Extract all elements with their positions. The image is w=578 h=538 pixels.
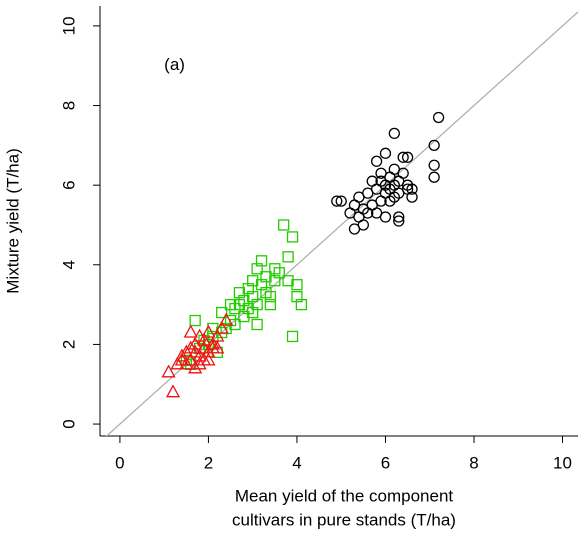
x-axis-label: cultivars in pure stands (T/ha): [232, 510, 456, 529]
point: [264, 298, 277, 311]
point: [370, 155, 383, 167]
point: [397, 151, 409, 163]
point: [165, 384, 181, 398]
point: [264, 290, 277, 303]
point: [247, 275, 259, 287]
point: [189, 314, 201, 327]
point: [406, 183, 418, 195]
point: [286, 330, 299, 343]
y-axis-label: Mixture yield (T/ha): [3, 148, 22, 293]
point: [278, 219, 290, 231]
point: [214, 320, 229, 334]
point: [210, 340, 225, 354]
point: [161, 364, 176, 378]
point: [251, 318, 263, 331]
point: [379, 147, 392, 159]
point: [251, 298, 263, 311]
point: [183, 324, 198, 338]
point: [428, 159, 440, 171]
y-tick-label: 4: [59, 260, 78, 269]
point: [295, 298, 308, 311]
point: [291, 279, 303, 291]
point: [379, 211, 392, 223]
point: [260, 271, 272, 283]
plot-area: [105, 11, 578, 436]
annotation: (a): [164, 55, 185, 74]
point: [286, 231, 299, 243]
y-tick-label: 2: [59, 340, 78, 349]
point: [282, 251, 294, 263]
point: [348, 223, 361, 235]
point: [335, 195, 347, 207]
x-tick-label: 6: [381, 453, 390, 472]
y-tick-label: 6: [59, 180, 78, 189]
point: [428, 171, 440, 183]
point: [393, 211, 405, 223]
x-tick-label: 4: [292, 453, 301, 472]
point: [428, 139, 440, 152]
x-tick-label: 2: [204, 453, 213, 472]
point: [397, 167, 409, 179]
point: [432, 111, 445, 124]
point: [388, 191, 400, 203]
point: [170, 356, 185, 370]
point: [375, 175, 387, 187]
x-axis-label: Mean yield of the component: [235, 486, 454, 505]
point: [188, 344, 203, 358]
point: [255, 255, 268, 267]
point: [188, 360, 203, 374]
x-tick-label: 8: [469, 453, 478, 472]
point: [393, 215, 405, 227]
point: [174, 348, 189, 362]
x-tick-label: 10: [553, 453, 572, 472]
point: [388, 127, 400, 140]
point: [216, 306, 228, 319]
point: [282, 275, 294, 287]
point: [196, 352, 212, 366]
point: [224, 298, 237, 311]
y-tick-label: 0: [59, 419, 78, 428]
x-tick-label: 0: [115, 453, 124, 472]
point: [401, 151, 414, 163]
point: [273, 267, 285, 279]
point: [201, 324, 216, 338]
point: [196, 332, 212, 346]
point: [406, 191, 418, 203]
point: [219, 312, 234, 326]
point: [331, 195, 343, 207]
y-tick-label: 10: [59, 16, 78, 35]
y-tick-label: 8: [59, 101, 78, 110]
point: [179, 356, 194, 370]
